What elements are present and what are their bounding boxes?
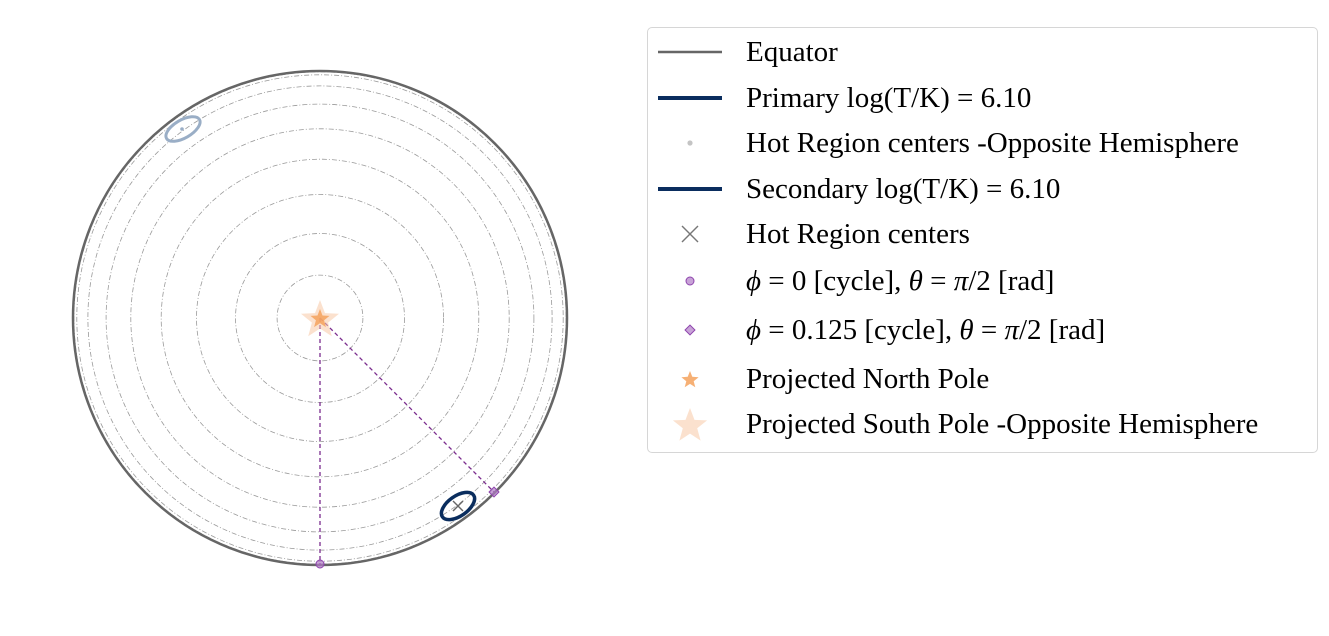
legend-label: Hot Region centers -Opposite Hemisphere bbox=[746, 127, 1239, 159]
legend-label: Secondary log(T/K) = 6.10 bbox=[746, 173, 1061, 205]
legend-item-phase-0: ϕ = 0 [cycle], θ = π/2 [rad] bbox=[648, 261, 1317, 301]
phase-0125-meridian bbox=[319, 317, 495, 493]
legend-label: Equator bbox=[746, 36, 838, 68]
polar-projection-plot bbox=[71, 69, 569, 569]
legend-label: ϕ = 0 [cycle], θ = π/2 [rad] bbox=[746, 265, 1055, 297]
legend-item-north-pole: Projected North Pole bbox=[648, 359, 1317, 399]
legend-circle-icon bbox=[685, 276, 695, 286]
grid-ring bbox=[160, 158, 480, 478]
legend-star-large-icon bbox=[672, 408, 708, 441]
phase-0-point bbox=[315, 559, 325, 569]
legend: Equator Primary log(T/K) = 6.10 Hot Regi… bbox=[647, 27, 1318, 453]
secondary-center-x bbox=[452, 500, 464, 512]
projected-north-pole-star bbox=[310, 309, 330, 328]
legend-x-icon bbox=[681, 225, 699, 243]
legend-label: Projected North Pole bbox=[746, 363, 990, 395]
primary-hot-region-opposite bbox=[164, 115, 202, 143]
legend-label: Hot Region centers bbox=[746, 218, 970, 250]
legend-label: Primary log(T/K) = 6.10 bbox=[746, 82, 1032, 114]
legend-line-icon bbox=[658, 187, 722, 191]
primary-center-opposite bbox=[180, 127, 184, 131]
legend-line-icon bbox=[658, 96, 722, 100]
grid-ring bbox=[105, 103, 535, 533]
legend-line-icon bbox=[658, 50, 722, 54]
legend-item-phase-0125: ϕ = 0.125 [cycle], θ = π/2 [rad] bbox=[648, 310, 1317, 350]
legend-star-small-icon bbox=[681, 371, 699, 388]
legend-dot-icon bbox=[687, 140, 693, 146]
legend-item-equator: Equator bbox=[648, 32, 1317, 72]
legend-item-south-pole: Projected South Pole -Opposite Hemispher… bbox=[648, 404, 1317, 444]
legend-label: Projected South Pole -Opposite Hemispher… bbox=[746, 408, 1259, 440]
secondary-hot-region bbox=[439, 490, 477, 522]
phase-0125-point bbox=[488, 486, 500, 498]
legend-label: ϕ = 0.125 [cycle], θ = π/2 [rad] bbox=[746, 314, 1106, 346]
legend-diamond-icon bbox=[684, 324, 696, 336]
legend-item-secondary: Secondary log(T/K) = 6.10 bbox=[648, 169, 1317, 209]
grid-ring bbox=[196, 194, 444, 442]
legend-item-opposite-centers: Hot Region centers -Opposite Hemisphere bbox=[648, 123, 1317, 163]
legend-item-primary: Primary log(T/K) = 6.10 bbox=[648, 78, 1317, 118]
legend-item-centers: Hot Region centers bbox=[648, 214, 1317, 254]
